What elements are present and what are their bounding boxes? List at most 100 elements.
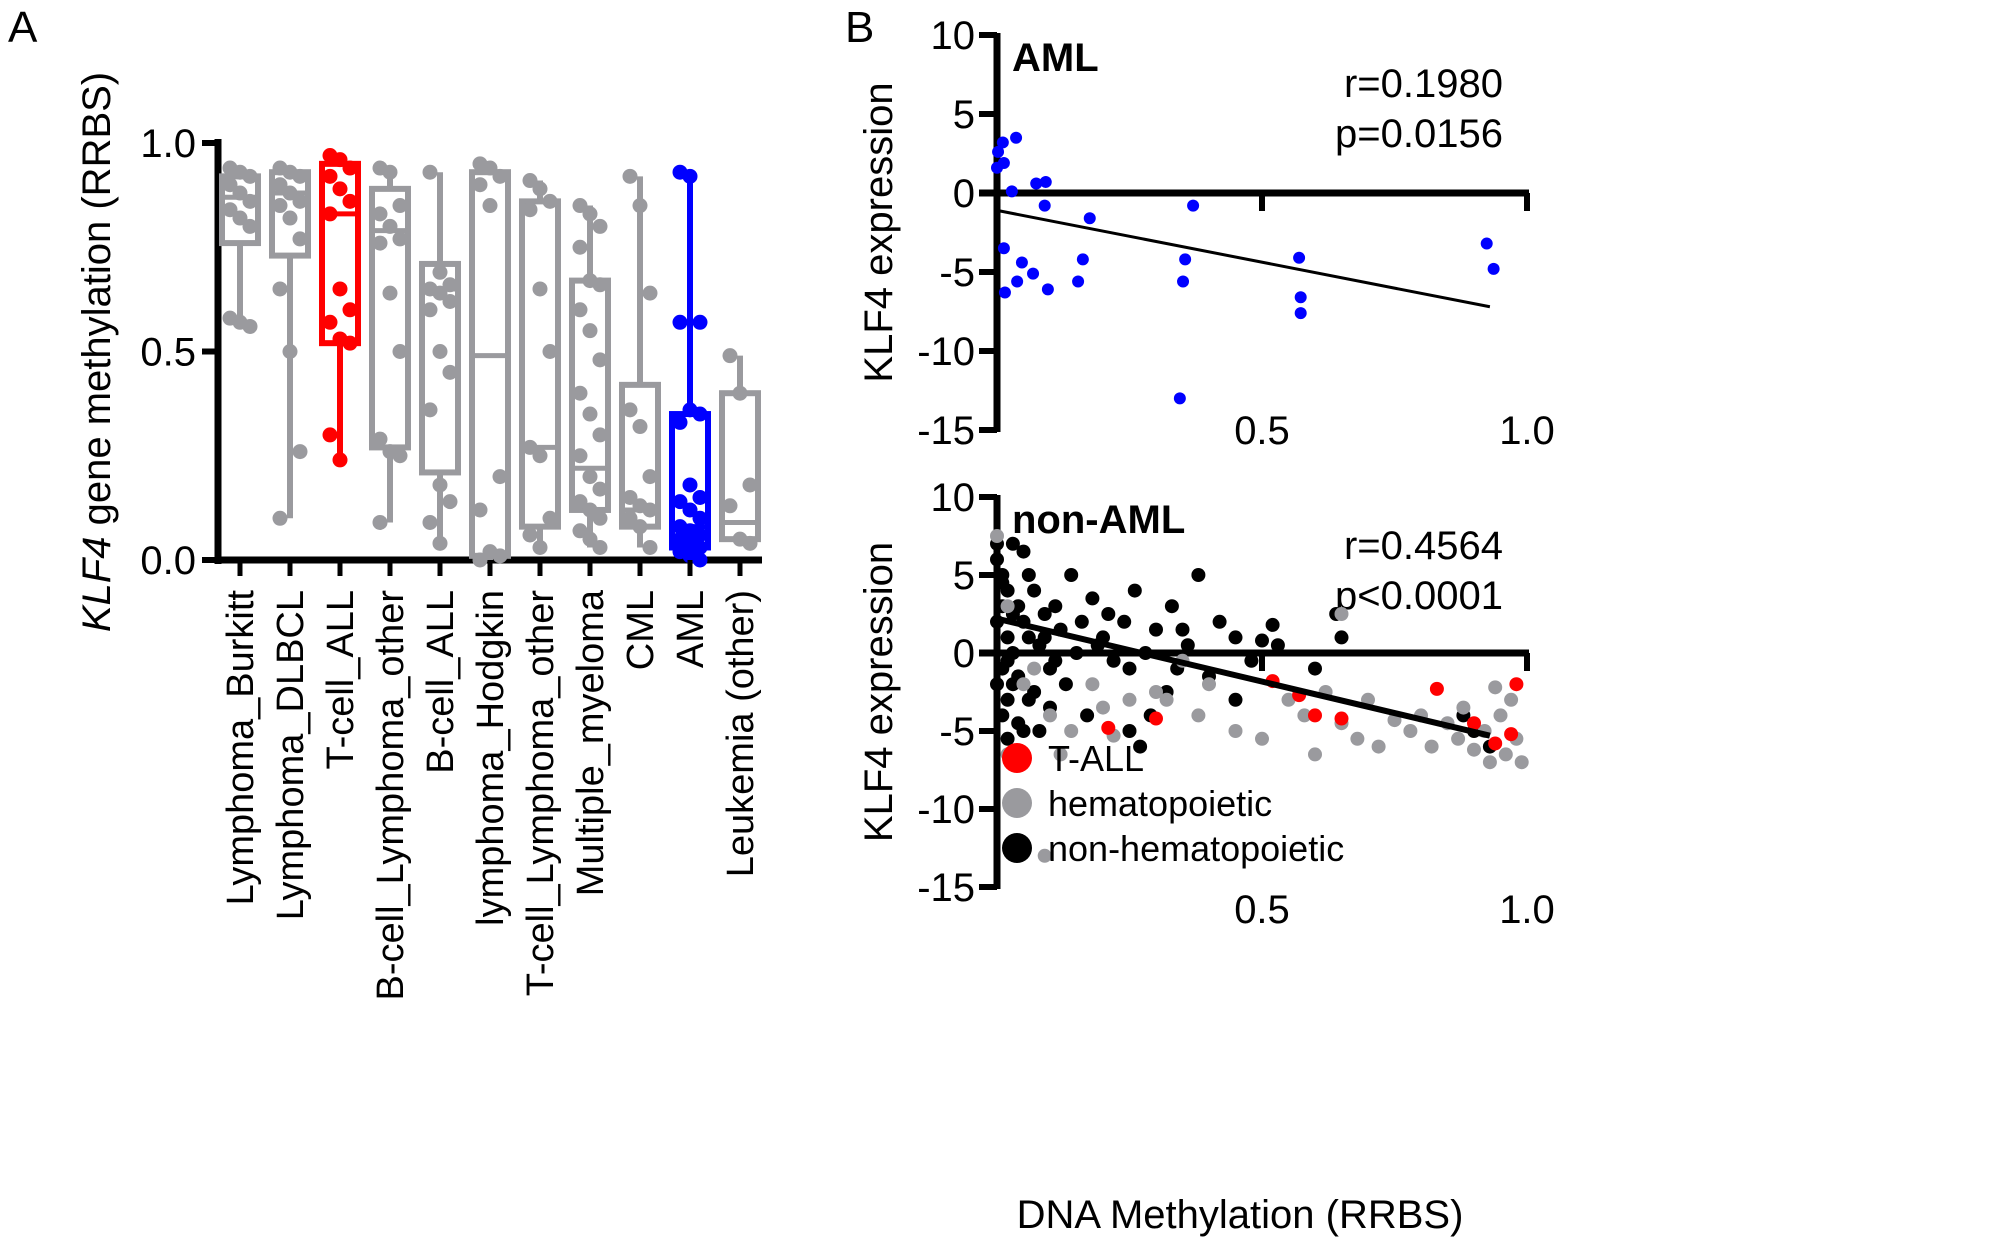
data-point [642, 469, 658, 485]
data-point-blue [1039, 175, 1052, 188]
box-Lymphoma_DLBCL [269, 160, 311, 526]
panel-b-aml-scatter: 10 5 0 -5 -10 -15 0.5 1.0 KLF4 expression AML r=0.… [857, 14, 1555, 453]
data-point [392, 231, 408, 247]
data-point-blue [1480, 237, 1493, 250]
data-point [492, 168, 508, 184]
data-point-blue [1030, 177, 1043, 190]
data-point-gray [1191, 708, 1206, 723]
data-point-blue [1179, 253, 1192, 266]
y-tick-label: 5 [953, 554, 975, 598]
data-point [522, 173, 538, 189]
trendline [996, 615, 1491, 739]
data-point [422, 164, 438, 180]
data-point-black [1048, 599, 1063, 614]
data-point-gray [1096, 700, 1110, 715]
data-point-blue [997, 242, 1010, 255]
data-point [432, 535, 448, 551]
data-point [292, 444, 308, 460]
data-point [542, 193, 558, 209]
data-point-blue [1487, 262, 1500, 275]
data-point-black [1228, 692, 1243, 707]
data-point-gray [1371, 739, 1386, 754]
data-point [272, 177, 288, 193]
data-point-gray [1504, 692, 1519, 707]
data-point [322, 314, 338, 330]
y-axis-label: KLF4 gene methylation (RRBS) [75, 72, 119, 632]
data-point-black [1048, 653, 1063, 668]
data-point-red [1101, 720, 1116, 735]
data-point-black [1058, 677, 1073, 692]
data-point-black [1000, 630, 1015, 645]
data-point-gray [1514, 755, 1529, 770]
data-point-black [1000, 731, 1015, 746]
data-point-gray [1308, 747, 1322, 762]
data-point-black [1021, 568, 1036, 582]
data-point [692, 406, 708, 422]
data-point-gray [990, 529, 1004, 543]
data-point-red [1509, 677, 1524, 692]
data-point [242, 168, 258, 184]
data-point-black [1244, 653, 1259, 668]
data-point-black [1334, 630, 1349, 645]
data-point [542, 344, 558, 359]
data-point-black [1074, 614, 1089, 629]
data-point [682, 168, 698, 184]
data-point [342, 160, 358, 176]
y-tick-label: 1.0 [140, 122, 196, 166]
data-point-black [1122, 724, 1137, 738]
data-point [282, 210, 298, 226]
panel-label-b: B [845, 3, 874, 52]
data-point [572, 523, 588, 539]
data-point-gray [1064, 724, 1079, 738]
data-point-gray [1085, 677, 1100, 692]
data-point-black [1085, 591, 1100, 606]
data-point [572, 239, 588, 255]
data-point [732, 385, 748, 401]
y-tick-label: -10 [917, 788, 975, 832]
data-point-gray [1149, 685, 1163, 699]
p-value: p<0.0001 [1335, 574, 1503, 618]
data-point-gray [1037, 848, 1052, 863]
panel-title: non-AML [1012, 498, 1185, 542]
data-point [692, 489, 708, 505]
data-point-gray [1122, 692, 1137, 707]
box-Multiple_myeloma [569, 198, 611, 555]
data-point [472, 552, 488, 568]
data-point [682, 477, 698, 493]
data-point-black [1308, 661, 1322, 676]
data-point [572, 302, 588, 318]
data-point-black [1228, 630, 1243, 645]
data-point [632, 519, 648, 535]
data-point [432, 477, 448, 493]
data-point-blue [998, 286, 1011, 299]
box [469, 169, 511, 559]
data-point-gray [1424, 739, 1439, 754]
data-point-black [1064, 568, 1079, 582]
x-tick-label: 0.5 [1234, 888, 1290, 932]
data-point [292, 231, 308, 247]
data-point-gray [1498, 747, 1513, 762]
data-point [282, 344, 298, 359]
data-point-black [995, 708, 1010, 723]
data-point [592, 277, 608, 293]
data-point-black [1212, 614, 1227, 629]
data-point-blue [1011, 275, 1024, 288]
data-point-gray [1027, 661, 1042, 676]
data-point [382, 164, 398, 180]
data-point-black [1191, 568, 1206, 582]
data-point [582, 531, 598, 547]
data-point [382, 285, 398, 301]
data-point [692, 539, 708, 555]
data-point [572, 494, 588, 510]
data-point [422, 402, 438, 418]
data-point [442, 364, 458, 380]
y-tick-label: 0 [953, 172, 975, 216]
y-tick-label: -10 [917, 330, 975, 374]
data-point-red [1334, 711, 1349, 726]
y-axis-label-rest: gene methylation (RRBS) [75, 72, 119, 537]
x-tick-label: Multiple_myeloma [570, 589, 612, 896]
panel-b-non-aml-scatter: 10 5 0 -5 -10 -15 0.5 1.0 KLF4 expression non-AML… [857, 476, 1555, 1237]
data-point-black [1270, 638, 1285, 653]
data-point-black [1000, 692, 1015, 707]
